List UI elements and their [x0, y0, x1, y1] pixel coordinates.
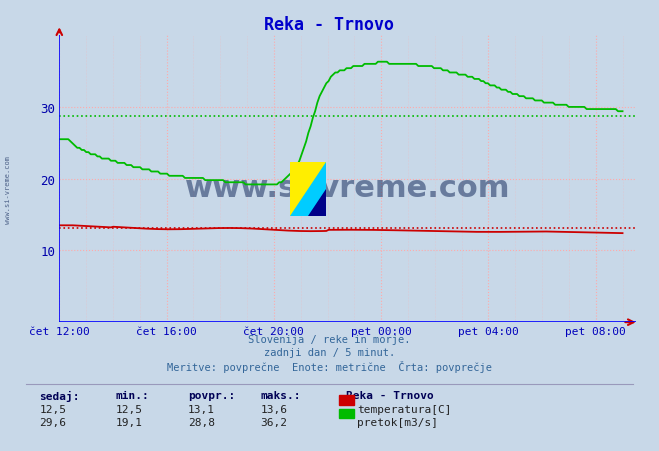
- Polygon shape: [290, 162, 326, 216]
- Text: Reka - Trnovo: Reka - Trnovo: [346, 390, 434, 400]
- Text: maks.:: maks.:: [260, 390, 301, 400]
- Text: 12,5: 12,5: [40, 404, 67, 414]
- Text: Reka - Trnovo: Reka - Trnovo: [264, 16, 395, 34]
- Text: 29,6: 29,6: [40, 417, 67, 427]
- Text: 36,2: 36,2: [260, 417, 287, 427]
- Text: www.si-vreme.com: www.si-vreme.com: [185, 173, 510, 202]
- Text: temperatura[C]: temperatura[C]: [357, 404, 451, 414]
- Text: 13,6: 13,6: [260, 404, 287, 414]
- Text: povpr.:: povpr.:: [188, 390, 235, 400]
- Polygon shape: [308, 189, 326, 216]
- Polygon shape: [290, 162, 326, 216]
- Text: 13,1: 13,1: [188, 404, 215, 414]
- Text: Slovenija / reke in morje.: Slovenija / reke in morje.: [248, 335, 411, 345]
- Text: Meritve: povprečne  Enote: metrične  Črta: povprečje: Meritve: povprečne Enote: metrične Črta:…: [167, 360, 492, 372]
- Text: min.:: min.:: [115, 390, 149, 400]
- Text: 19,1: 19,1: [115, 417, 142, 427]
- Text: pretok[m3/s]: pretok[m3/s]: [357, 417, 438, 427]
- Text: 12,5: 12,5: [115, 404, 142, 414]
- Text: 28,8: 28,8: [188, 417, 215, 427]
- Text: sedaj:: sedaj:: [40, 390, 80, 401]
- Text: www.si-vreme.com: www.si-vreme.com: [5, 156, 11, 223]
- Text: zadnji dan / 5 minut.: zadnji dan / 5 minut.: [264, 347, 395, 357]
